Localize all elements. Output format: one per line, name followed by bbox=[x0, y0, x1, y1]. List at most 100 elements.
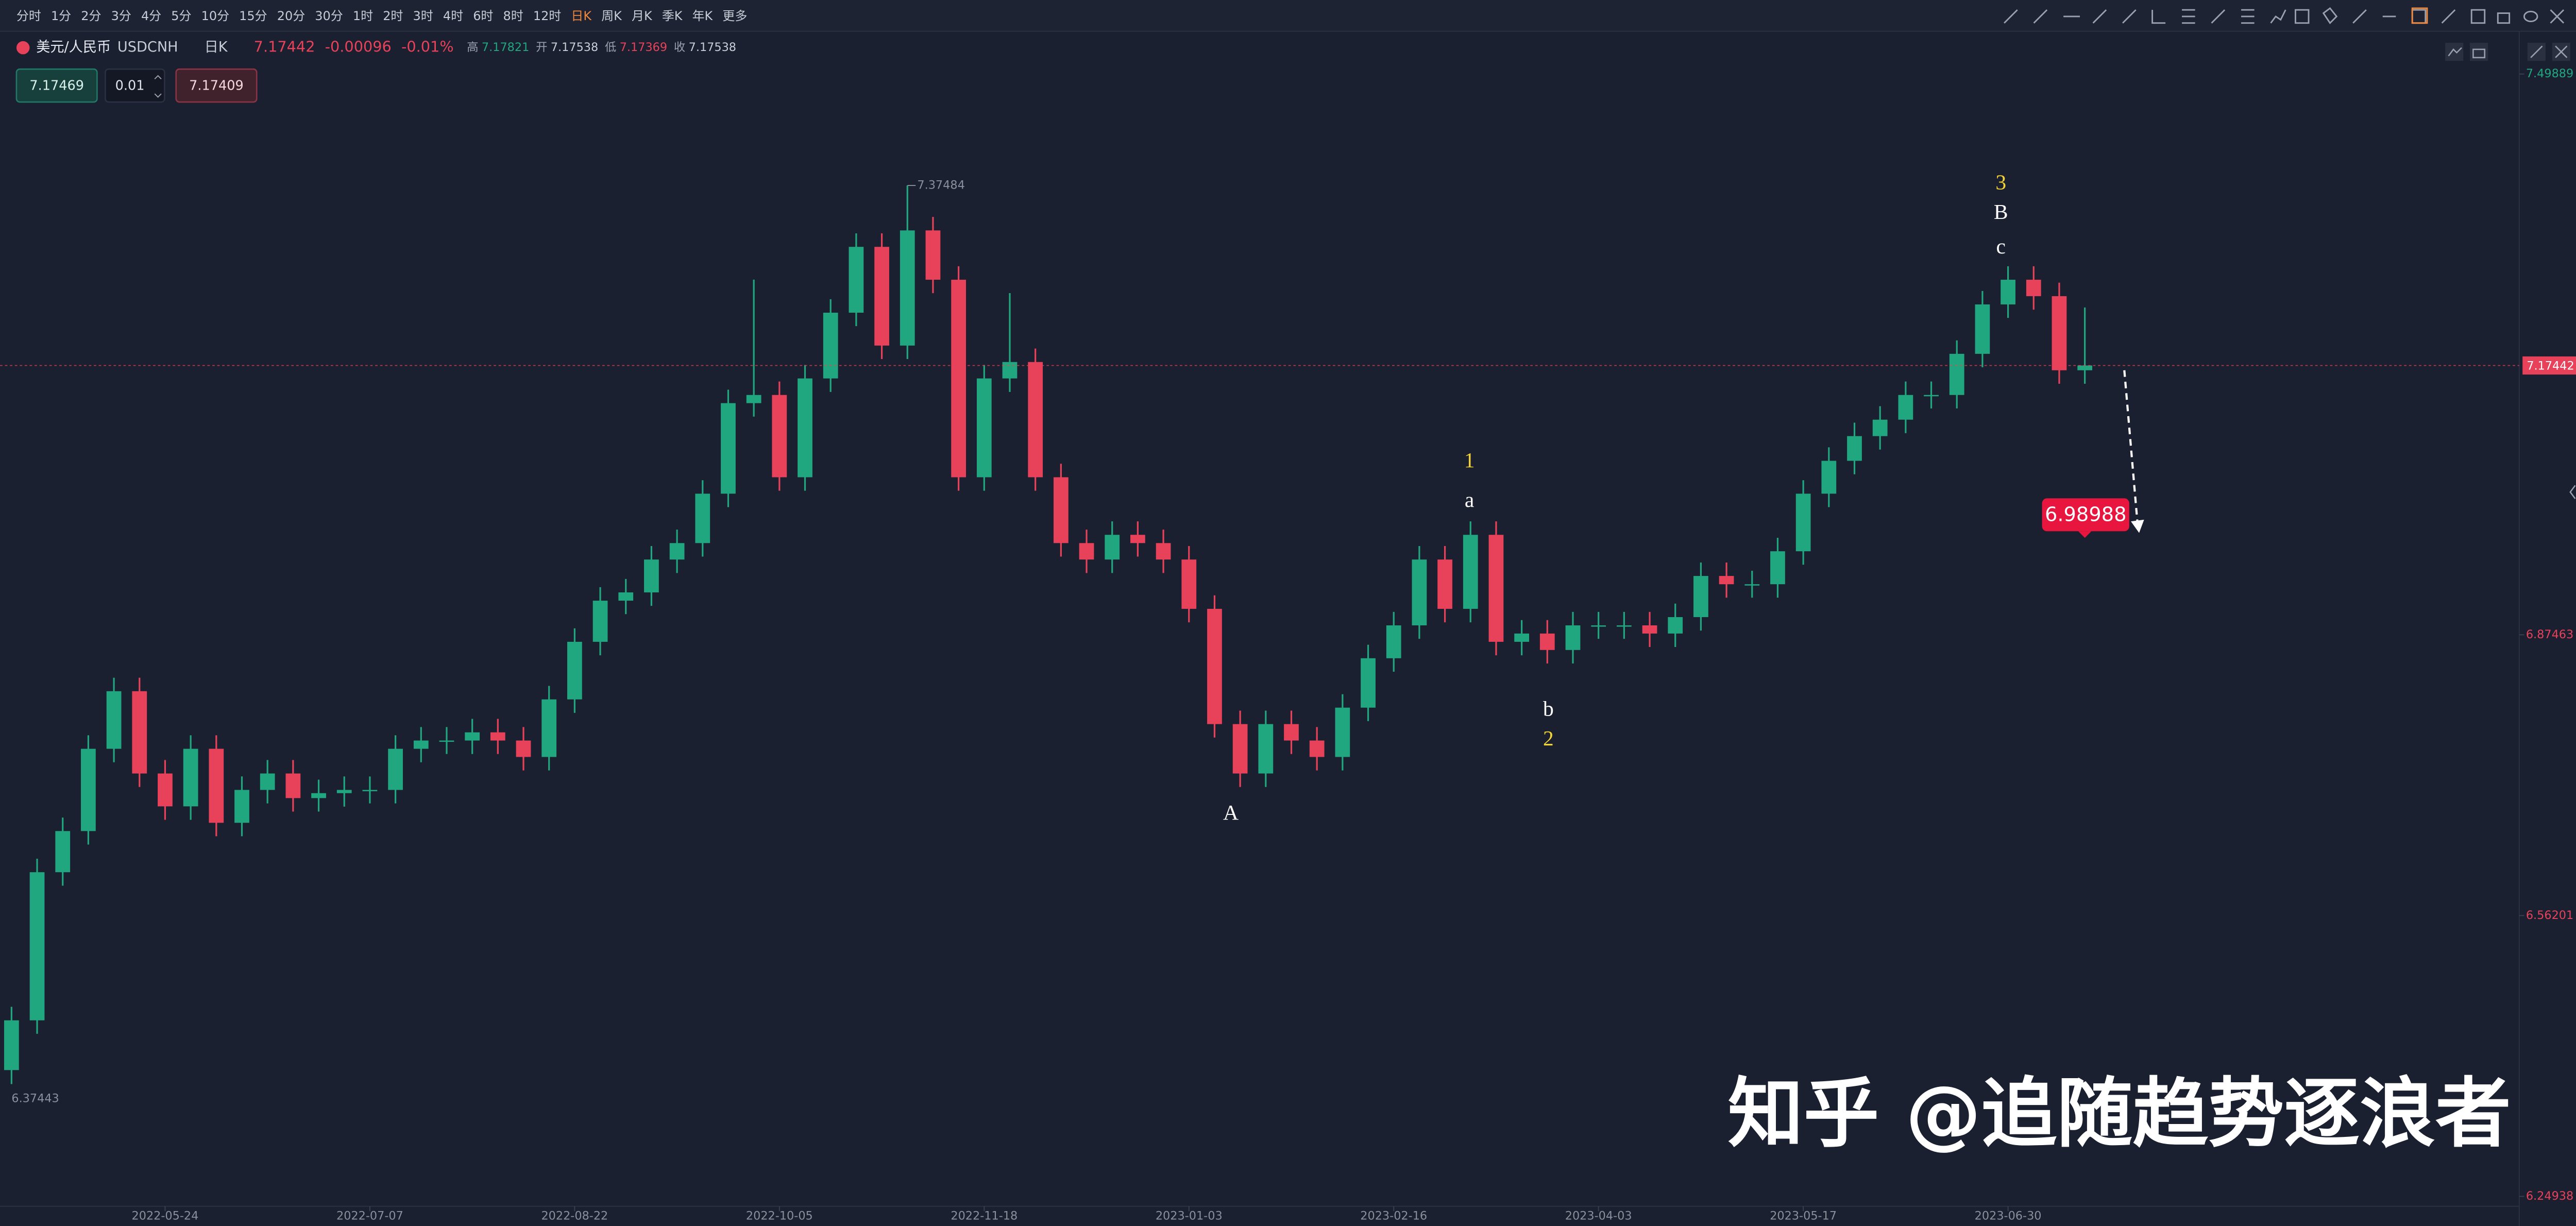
interval-button[interactable]: 3分 bbox=[111, 9, 131, 23]
candle-body bbox=[81, 748, 96, 831]
interval-button[interactable]: 日K bbox=[571, 9, 592, 23]
interval-button[interactable]: 年K bbox=[692, 9, 714, 23]
interval-button[interactable]: 2时 bbox=[383, 9, 403, 23]
candle-body bbox=[618, 592, 634, 601]
candle-body bbox=[721, 403, 736, 494]
candle-body bbox=[567, 641, 582, 700]
qty-stepper[interactable] bbox=[154, 75, 162, 98]
x-tick-label: 2023-06-30 bbox=[1975, 1209, 2042, 1222]
period: 日K bbox=[205, 39, 228, 55]
x-tick-label: 2023-01-03 bbox=[1156, 1209, 1223, 1222]
interval-button[interactable]: 8时 bbox=[503, 9, 523, 23]
x-tick-label: 2023-05-17 bbox=[1770, 1209, 1837, 1222]
candle-body bbox=[29, 872, 45, 1020]
open-label: 开 bbox=[536, 41, 547, 54]
candle-body bbox=[798, 378, 812, 478]
candle-body bbox=[55, 831, 71, 873]
interval-button[interactable]: 20分 bbox=[277, 9, 305, 23]
candle-body bbox=[2077, 365, 2093, 370]
interval-button[interactable]: 分时 bbox=[16, 9, 41, 23]
interval-button[interactable]: 周K bbox=[601, 9, 622, 23]
candle-body bbox=[1181, 559, 1197, 609]
interval-button[interactable]: 10分 bbox=[201, 9, 229, 23]
candle-body bbox=[106, 691, 122, 749]
qty-input[interactable] bbox=[105, 68, 165, 103]
qty[interactable]: 0.01 bbox=[115, 78, 145, 94]
candle-body bbox=[1872, 419, 1888, 436]
candle-body bbox=[1821, 461, 1837, 494]
wave-label: A bbox=[1223, 801, 1239, 824]
interval-button[interactable]: 5分 bbox=[171, 9, 191, 23]
candle-body bbox=[1361, 658, 1376, 708]
panel-buttons bbox=[2445, 43, 2576, 499]
side-tab[interactable] bbox=[2569, 485, 2576, 499]
candle-body bbox=[132, 691, 147, 774]
code: USDCNH bbox=[117, 39, 178, 55]
interval-button[interactable]: 更多 bbox=[722, 9, 747, 23]
candle-body bbox=[234, 790, 249, 823]
x-tick-label: 2022-11-18 bbox=[951, 1209, 1018, 1222]
wave-label: b bbox=[1543, 697, 1554, 721]
interval-button[interactable]: 4时 bbox=[443, 9, 463, 23]
candle-body bbox=[1565, 625, 1581, 650]
candle-body bbox=[1002, 362, 1018, 379]
candle-body bbox=[1719, 576, 1734, 585]
candle-body bbox=[1847, 436, 1862, 461]
open: 7.17538 bbox=[551, 41, 598, 54]
last-price-box bbox=[2522, 356, 2576, 375]
buy-price[interactable]: 7.17409 bbox=[189, 78, 244, 94]
candle-body bbox=[1488, 535, 1504, 642]
target-arrowhead bbox=[2131, 519, 2144, 533]
buy-button[interactable] bbox=[175, 68, 258, 103]
interval-button[interactable]: 15分 bbox=[239, 9, 267, 23]
panel-btn[interactable] bbox=[2445, 43, 2464, 61]
interval-button[interactable]: 1分 bbox=[51, 9, 71, 23]
candle-body bbox=[1591, 625, 1606, 627]
candle-body bbox=[1693, 576, 1708, 617]
change: -0.00096 bbox=[325, 38, 392, 56]
candle-body bbox=[362, 790, 378, 792]
wave-label: 1 bbox=[1464, 448, 1475, 472]
sell-price[interactable]: 7.17469 bbox=[29, 78, 84, 94]
candle-body bbox=[1053, 477, 1069, 543]
x-tick-label: 2022-08-22 bbox=[541, 1209, 608, 1222]
candle-body bbox=[1284, 724, 1299, 741]
high: 7.17821 bbox=[482, 41, 529, 54]
interval-button[interactable]: 4分 bbox=[141, 9, 161, 23]
interval-button[interactable]: 12时 bbox=[533, 9, 561, 23]
panel-btn-icons bbox=[2448, 45, 2568, 59]
symbol-logo bbox=[16, 41, 30, 55]
x-tick-label: 2022-05-24 bbox=[132, 1209, 199, 1222]
candle-body bbox=[1770, 551, 1785, 585]
target-label: 6.98988 bbox=[2045, 503, 2126, 526]
candle-body bbox=[1744, 584, 1760, 586]
candle-body bbox=[336, 790, 352, 793]
interval-button[interactable]: 1时 bbox=[353, 9, 373, 23]
candle-body bbox=[1412, 559, 1427, 626]
sell-button[interactable] bbox=[15, 68, 98, 103]
interval-button[interactable]: 3时 bbox=[413, 9, 433, 23]
candle-body bbox=[1207, 608, 1222, 724]
candle-body bbox=[311, 793, 326, 798]
candle-body bbox=[772, 395, 787, 478]
candle-body bbox=[1105, 535, 1120, 560]
candle-body bbox=[1028, 362, 1043, 478]
interval-button[interactable]: 2分 bbox=[81, 9, 101, 23]
target-bubble bbox=[2042, 498, 2129, 532]
interval-button[interactable]: 月K bbox=[632, 9, 653, 23]
candle-body bbox=[1386, 625, 1401, 658]
interval-button[interactable]: 6时 bbox=[473, 9, 493, 23]
candle-body bbox=[490, 732, 505, 741]
target-bubble-tail bbox=[2078, 531, 2092, 538]
candle-body bbox=[1309, 740, 1325, 757]
symbol: 美元/人民币 bbox=[36, 39, 111, 55]
wave-label: c bbox=[1996, 234, 2006, 258]
candle-body bbox=[541, 699, 557, 757]
y-tick-label: 7.49889 bbox=[2526, 67, 2573, 80]
active-tool[interactable] bbox=[2411, 7, 2428, 24]
interval-button[interactable]: 30分 bbox=[315, 9, 343, 23]
tool-icons[interactable] bbox=[2004, 7, 2565, 24]
interval-button[interactable]: 季K bbox=[662, 9, 683, 23]
candle-body bbox=[849, 247, 864, 313]
